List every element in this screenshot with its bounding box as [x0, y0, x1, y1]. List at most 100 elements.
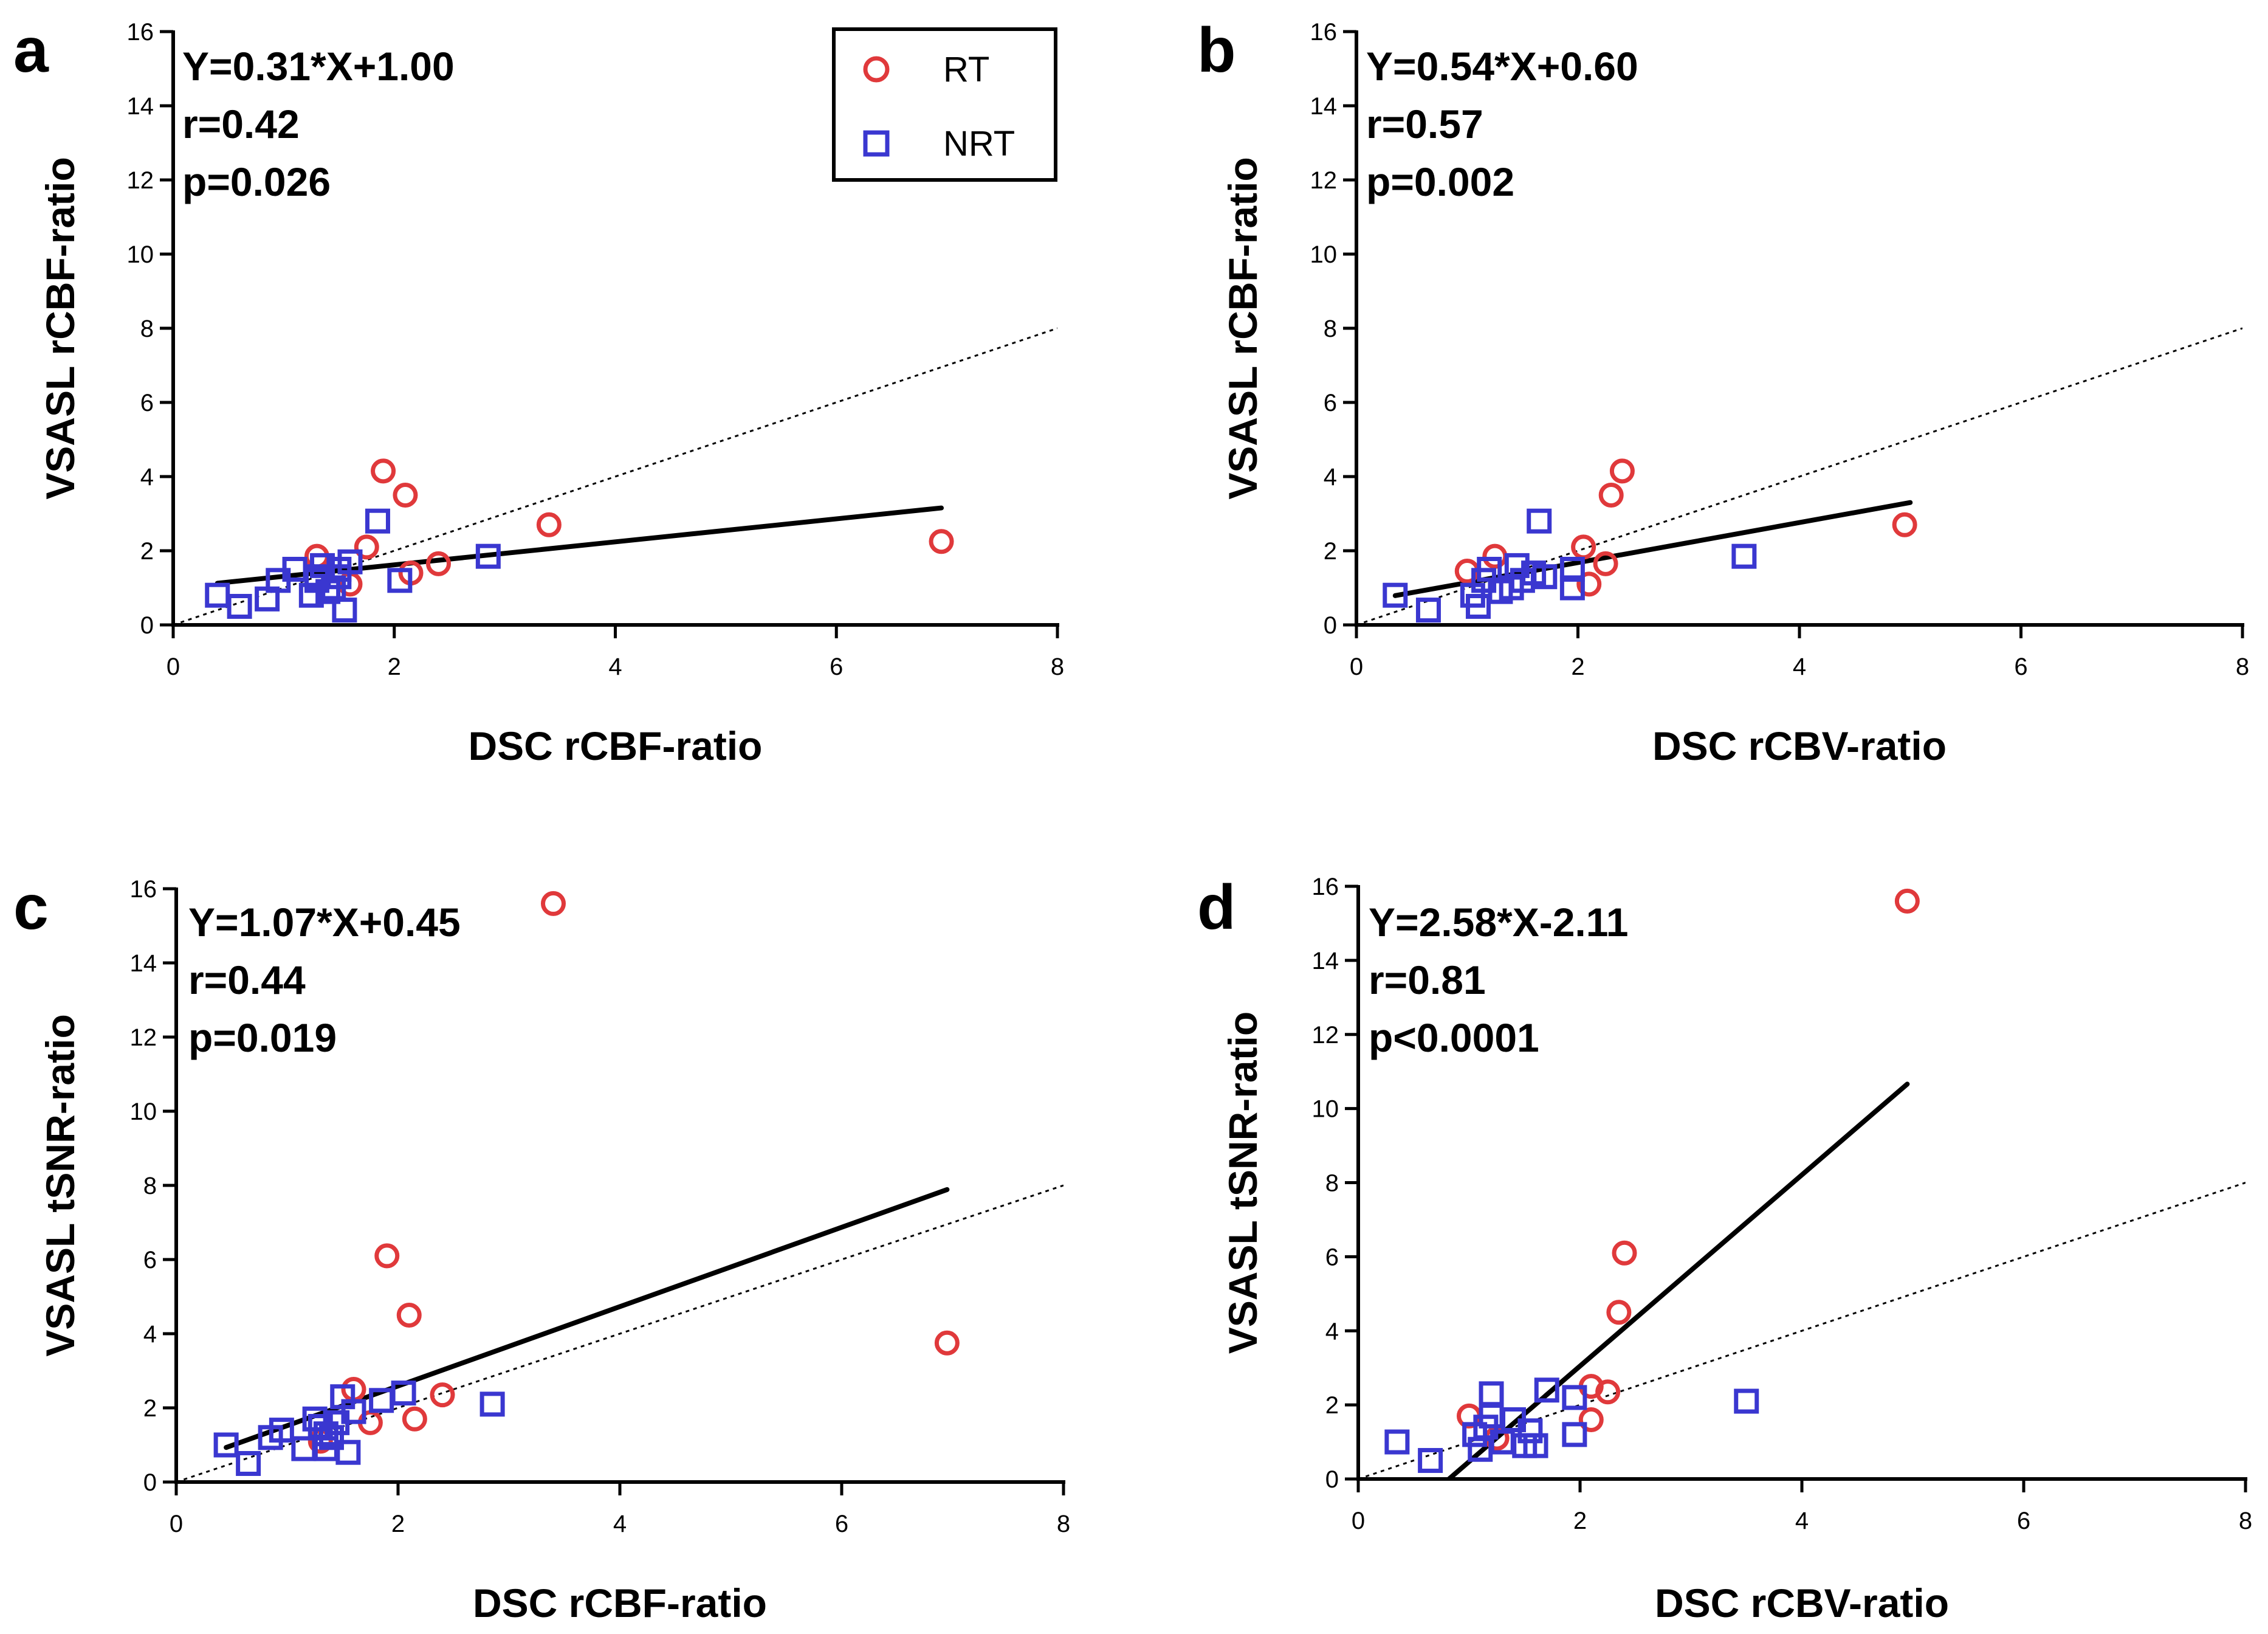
y-tick-label: 6	[143, 1247, 157, 1274]
stat-line: Y=0.31*X+1.00	[182, 44, 455, 89]
x-tick-label: 8	[1051, 653, 1064, 680]
identity-line	[173, 327, 1057, 625]
x-tick-label: 2	[1573, 1508, 1587, 1534]
y-tick-label: 4	[1325, 1318, 1339, 1345]
y-tick-label: 16	[1312, 874, 1339, 900]
point-nrt	[475, 543, 501, 569]
x-axis-title: DSC rCBV-ratio	[1652, 723, 1947, 768]
x-axis-title: DSC rCBF-ratio	[473, 1581, 767, 1625]
point-nrt	[236, 1451, 261, 1476]
y-tick-label: 6	[1325, 1244, 1339, 1270]
y-tick-label: 2	[1324, 538, 1337, 565]
y-tick-label: 0	[143, 1469, 157, 1496]
point-nrt	[1383, 582, 1408, 608]
point-nrt	[365, 508, 390, 534]
y-tick-label: 4	[1324, 464, 1337, 491]
legend-rt-marker	[863, 56, 890, 83]
point-nrt	[1731, 543, 1757, 569]
y-tick-label: 8	[1325, 1170, 1339, 1197]
y-tick-label: 16	[130, 876, 157, 903]
y-tick-label: 0	[1325, 1466, 1339, 1493]
stat-line: p=0.026	[182, 159, 331, 204]
y-tick-label: 16	[1310, 19, 1338, 46]
identity-line	[1358, 1182, 2246, 1479]
x-axis-title: DSC rCBF-ratio	[468, 723, 762, 768]
panel-letter: c	[13, 872, 49, 943]
stat-line: p<0.0001	[1369, 1015, 1539, 1060]
point-rt	[354, 534, 379, 560]
point-rt	[1598, 483, 1624, 508]
x-tick-label: 4	[1795, 1508, 1809, 1534]
point-rt	[396, 1303, 422, 1328]
panel-letter: a	[13, 15, 49, 86]
y-tick-label: 14	[1310, 93, 1338, 120]
point-rt	[402, 1406, 427, 1432]
x-tick-label: 0	[1352, 1508, 1365, 1534]
point-nrt	[1532, 564, 1558, 590]
y-tick-label: 14	[130, 950, 157, 977]
point-nrt	[1504, 553, 1530, 578]
y-tick-label: 6	[140, 390, 154, 416]
point-rt	[536, 512, 562, 537]
stat-line: r=0.81	[1369, 957, 1486, 1002]
point-rt	[929, 529, 954, 554]
chart-panel-b: b 0 2 4 6 8 10 12 14 16 0 2 4 6 8 DSC rCBV-ratio VSASL r…	[1197, 15, 2249, 768]
stat-line: p=0.019	[188, 1015, 337, 1060]
point-rt	[1576, 571, 1602, 597]
y-tick-label: 10	[1312, 1096, 1339, 1123]
x-tick-label: 2	[391, 1511, 405, 1537]
point-nrt	[1734, 1388, 1759, 1414]
point-rt	[1593, 551, 1618, 576]
point-nrt	[1559, 557, 1585, 582]
point-nrt	[326, 557, 352, 582]
y-tick-label: 10	[1310, 241, 1338, 268]
point-nrt	[313, 1421, 338, 1447]
panel-letter: b	[1197, 15, 1236, 86]
point-rt	[1595, 1379, 1621, 1405]
point-rt	[371, 458, 396, 484]
x-tick-label: 6	[835, 1511, 848, 1537]
point-rt	[1892, 512, 1917, 537]
x-tick-label: 0	[170, 1511, 183, 1537]
point-nrt	[1523, 1433, 1548, 1458]
point-rt	[1894, 888, 1920, 914]
y-tick-label: 8	[1324, 315, 1337, 342]
legend-nrt-marker	[863, 130, 890, 157]
point-rt	[934, 1330, 960, 1356]
x-tick-label: 4	[608, 653, 622, 680]
point-nrt	[387, 568, 413, 593]
x-tick-label: 2	[388, 653, 401, 680]
point-rt	[430, 1382, 455, 1408]
point-nrt	[1384, 1429, 1410, 1455]
point-nrt	[1479, 1403, 1504, 1429]
chart-panel-c: c 0 2 4 6 8 10 12 14 16 0 2 4 6 8 DSC rCBF-ratio VSASL t…	[13, 872, 1070, 1625]
x-axis-title: DSC rCBV-ratio	[1655, 1581, 1949, 1625]
stat-line: r=0.57	[1366, 102, 1483, 147]
point-nrt	[479, 1391, 505, 1417]
y-tick-label: 14	[1312, 948, 1339, 974]
legend: RT NRT	[832, 27, 1057, 182]
legend-rt-label: RT	[943, 50, 989, 89]
x-tick-label: 4	[613, 1511, 627, 1537]
point-nrt	[1527, 508, 1552, 534]
stat-line: r=0.44	[188, 957, 306, 1002]
y-tick-label: 2	[140, 538, 154, 565]
y-tick-label: 0	[140, 612, 154, 639]
stat-line: r=0.42	[182, 102, 300, 147]
y-axis-title: VSASL tSNR-ratio	[38, 1014, 83, 1357]
y-tick-label: 8	[140, 315, 154, 342]
x-tick-label: 8	[1057, 1511, 1070, 1537]
y-tick-label: 6	[1324, 390, 1337, 416]
point-nrt	[319, 1425, 344, 1450]
y-tick-label: 14	[127, 93, 154, 120]
chart-panel-a: a 0 2 4 6 8 10 12 14 16 0 2 4 6 8 DSC rCBF-ratio VSASL r…	[13, 15, 1064, 768]
x-tick-label: 6	[2014, 653, 2027, 680]
y-tick-label: 0	[1324, 612, 1337, 639]
point-rt	[1578, 1407, 1604, 1432]
point-nrt	[335, 1439, 361, 1465]
chart-panel-d: d 0 2 4 6 8 10 12 14 16 0 2 4 6 8 DSC rCBV-ratio VSASL t…	[1197, 872, 2252, 1625]
point-nrt	[1562, 1422, 1587, 1447]
point-nrt	[391, 1381, 416, 1406]
point-rt	[374, 1243, 400, 1269]
